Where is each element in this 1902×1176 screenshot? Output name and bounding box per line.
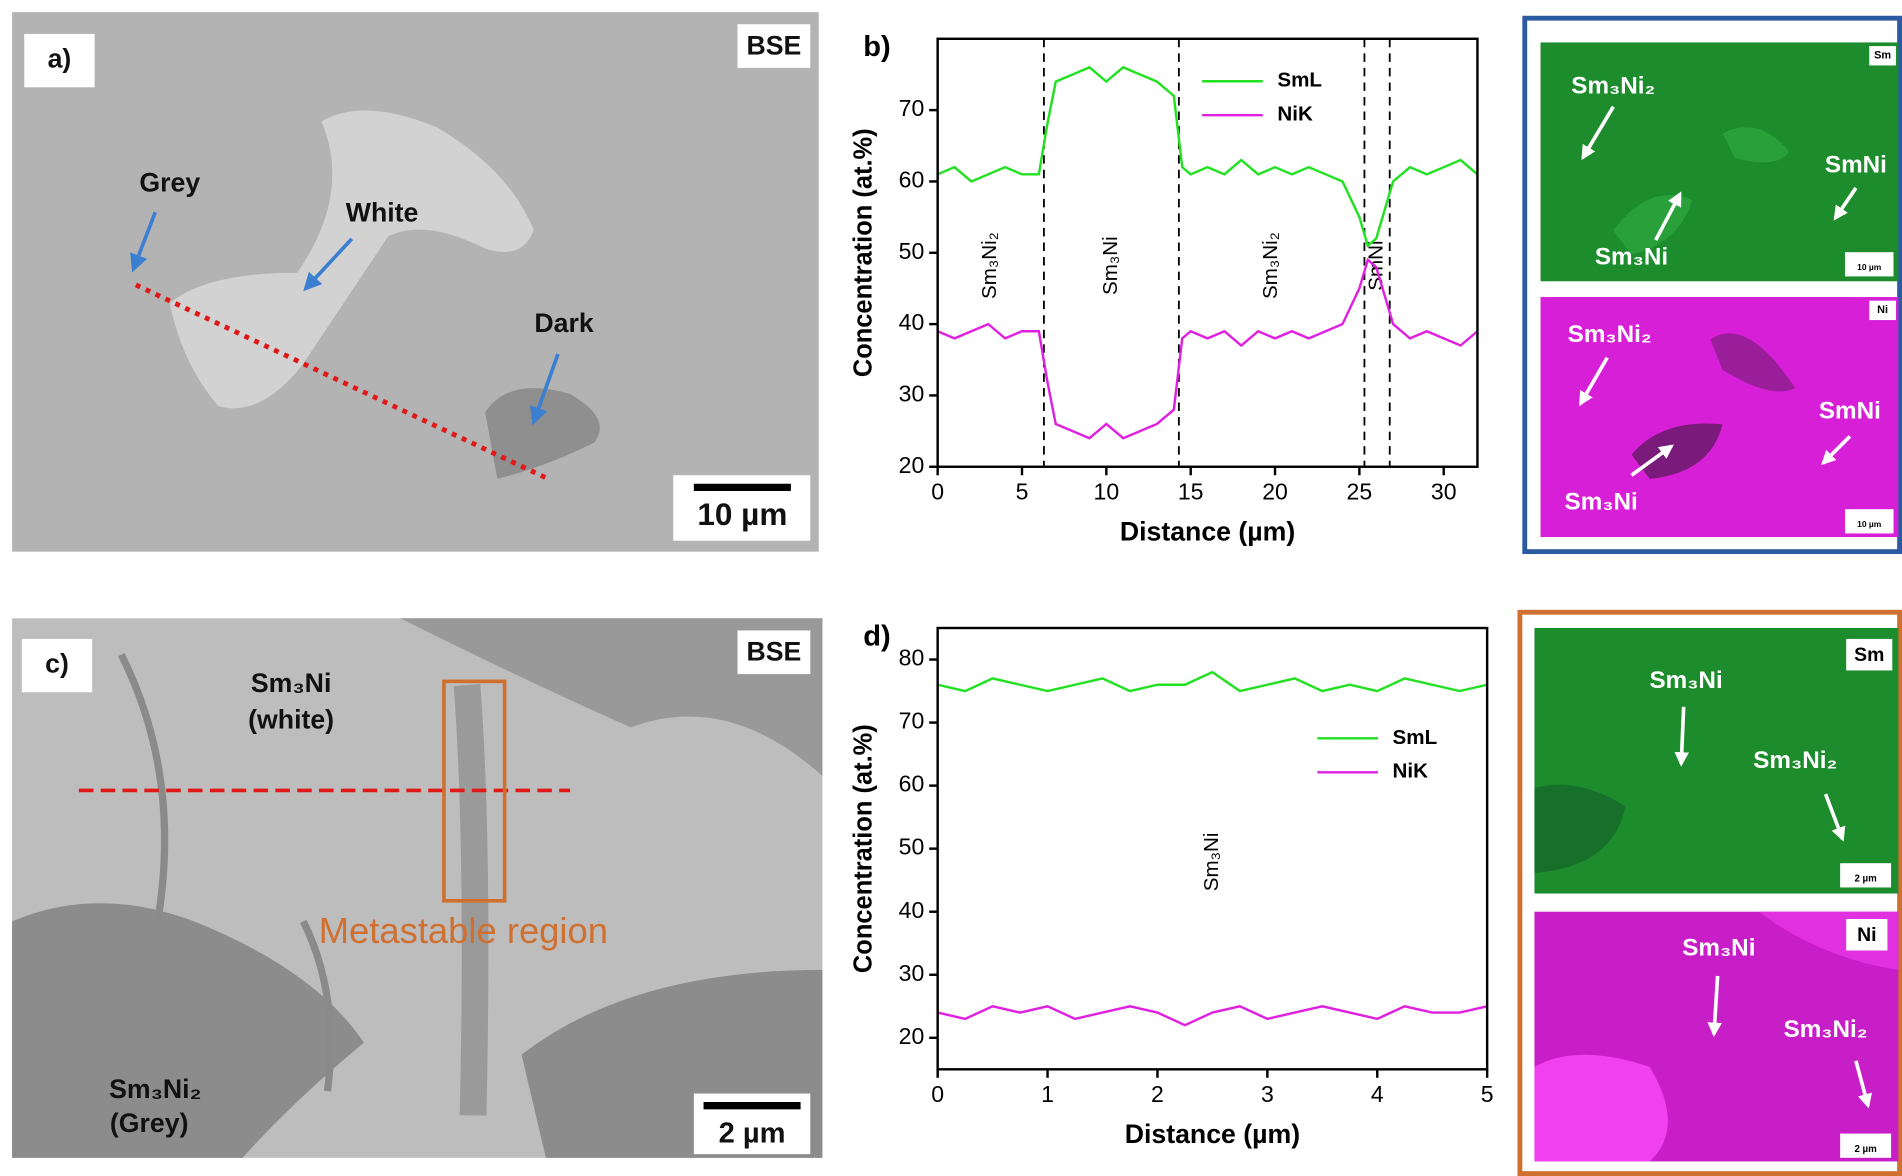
x-tick-label: 20 — [1262, 479, 1288, 505]
panel-a: a) BSE Grey White Dark 10 µm — [12, 12, 819, 552]
region-label: Sm₃Ni₂ — [1259, 232, 1282, 299]
annotation: Sm₃Ni₂ — [1571, 73, 1655, 100]
series-line — [938, 260, 1478, 438]
element-label: Ni — [1877, 304, 1888, 316]
y-tick-label: 40 — [899, 897, 925, 923]
legend-label: NiK — [1393, 760, 1429, 783]
y-tick-label: 70 — [899, 708, 925, 734]
panel-label: a) — [48, 44, 72, 74]
annotation: Dark — [534, 308, 593, 338]
annotation: Sm₃Ni — [251, 668, 331, 698]
scale-label: 2 µm — [1854, 1144, 1877, 1155]
y-tick-label: 50 — [899, 834, 925, 860]
panel-label: c) — [45, 649, 69, 679]
x-tick-label: 2 — [1151, 1081, 1164, 1107]
annotation: Metastable region — [319, 910, 608, 951]
y-tick-label: 30 — [899, 960, 925, 986]
y-tick-label: 40 — [899, 309, 925, 335]
region-label: Sm₃Ni — [1099, 236, 1122, 295]
scale-label: 10 µm — [1857, 262, 1881, 272]
element-label: Ni — [1857, 924, 1876, 946]
x-tick-label: 30 — [1431, 479, 1457, 505]
region-label: Sm₃Ni — [1200, 833, 1223, 892]
x-axis-label: Distance (µm) — [1120, 516, 1295, 546]
x-tick-label: 5 — [1016, 479, 1029, 505]
annotation: Sm₃Ni₂ — [1568, 321, 1652, 348]
scale-label: 10 µm — [697, 496, 787, 532]
x-tick-label: 0 — [931, 479, 944, 505]
annotation: Sm₃Ni — [1649, 667, 1722, 694]
panel-label: b) — [863, 31, 890, 63]
annotation: Grey — [139, 167, 200, 197]
scale-label: 2 µm — [1854, 874, 1877, 885]
mode-label: BSE — [746, 30, 801, 60]
annotation: (Grey) — [110, 1108, 189, 1138]
y-tick-label: 20 — [899, 1023, 925, 1049]
y-tick-label: 80 — [899, 645, 925, 671]
bse-image — [12, 12, 819, 552]
x-tick-label: 5 — [1481, 1081, 1494, 1107]
annotation: White — [346, 198, 419, 228]
x-tick-label: 0 — [931, 1081, 944, 1107]
y-tick-label: 50 — [899, 238, 925, 264]
panel-c: c) BSE Sm₃Ni (white) Sm₃Ni₂ (Grey) Metas… — [12, 618, 822, 1158]
annotation: Sm₃Ni₂ — [1784, 1016, 1868, 1043]
y-tick-label: 30 — [899, 381, 925, 407]
x-tick-label: 10 — [1094, 479, 1120, 505]
x-tick-label: 3 — [1261, 1081, 1274, 1107]
y-tick-label: 70 — [899, 95, 925, 121]
line-chart: d) Sm₃Ni 0 1 2 3 4 5 20 30 40 50 60 70 80 Distance (µm)… — [850, 620, 1494, 1149]
element-label: Sm — [1854, 644, 1884, 666]
region-label: Sm₃Ni₂ — [978, 232, 1001, 299]
panel-d-maps: Sm Ni Sm₃Ni Sm₃Ni₂ Sm₃Ni Sm₃Ni₂ 2 µm 2 µ… — [1520, 612, 1900, 1173]
annotation: SmNi — [1819, 398, 1881, 425]
legend-label: SmL — [1393, 726, 1438, 749]
figure: a) BSE Grey White Dark 10 µm Sm Ni Sm₃Ni… — [0, 0, 1902, 1176]
y-axis-label: Concentration (at.%) — [850, 128, 878, 377]
series-line — [938, 67, 1478, 245]
panel-b-maps: Sm Ni Sm₃Ni₂ SmNi Sm₃Ni Sm₃Ni₂ SmNi Sm₃N… — [1525, 18, 1900, 551]
element-label: Sm — [1874, 50, 1891, 62]
annotation: Sm₃Ni₂ — [1753, 747, 1837, 774]
series-line — [938, 672, 1487, 691]
legend-label: NiK — [1277, 103, 1313, 126]
annotation: Sm₃Ni — [1565, 489, 1638, 516]
annotation: SmNi — [1825, 152, 1887, 179]
annotation: Sm₃Ni — [1682, 935, 1755, 962]
page: {"chart_data": [ {"type": "line", "panel… — [0, 0, 1902, 1176]
x-tick-label: 1 — [1041, 1081, 1054, 1107]
map-region — [1534, 1055, 1667, 1162]
panel-label: d) — [863, 620, 890, 652]
y-tick-label: 60 — [899, 167, 925, 193]
arrow — [1681, 707, 1683, 764]
legend-label: SmL — [1277, 69, 1322, 92]
y-axis-label: Concentration (at.%) — [850, 724, 878, 973]
x-tick-label: 15 — [1178, 479, 1204, 505]
x-tick-label: 25 — [1347, 479, 1373, 505]
mode-label: BSE — [746, 637, 801, 667]
y-tick-label: 20 — [899, 452, 925, 478]
scale-label: 10 µm — [1857, 519, 1881, 529]
axes-frame — [938, 39, 1478, 467]
annotation: (white) — [248, 704, 334, 734]
annotation: Sm₃Ni₂ — [109, 1074, 201, 1104]
x-axis-label: Distance (µm) — [1125, 1119, 1300, 1149]
scale-label: 2 µm — [719, 1117, 786, 1149]
y-tick-label: 60 — [899, 771, 925, 797]
series-line — [938, 1006, 1487, 1025]
x-tick-label: 4 — [1371, 1081, 1384, 1107]
annotation: Sm₃Ni — [1595, 244, 1668, 271]
